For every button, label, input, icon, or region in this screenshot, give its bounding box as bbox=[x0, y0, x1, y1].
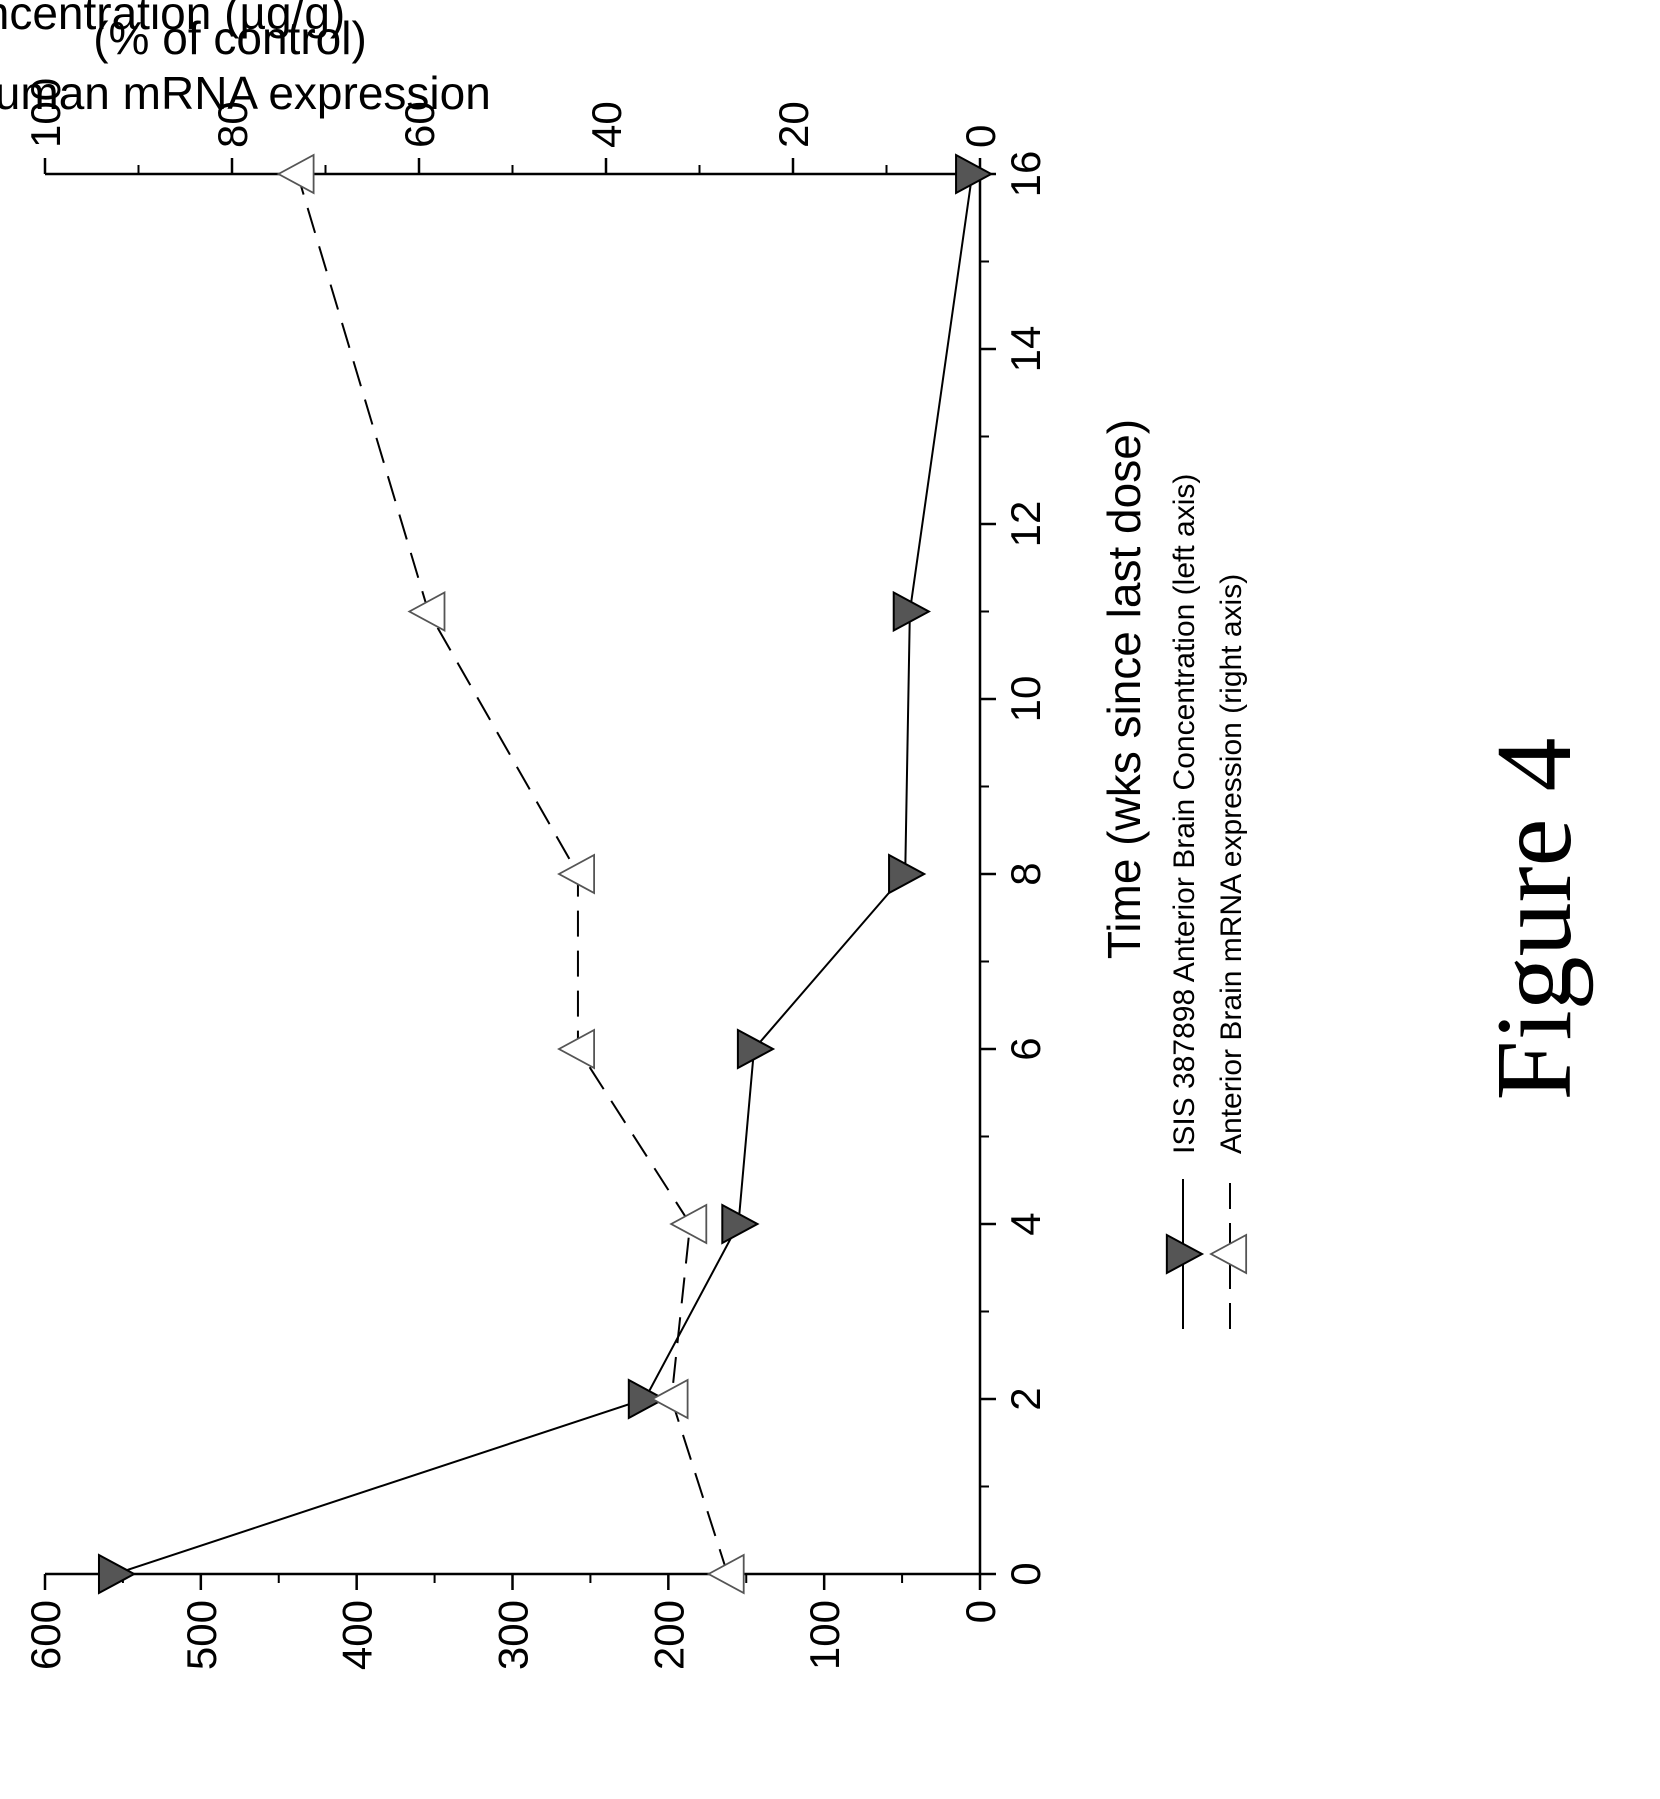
right-y-tick-label: 80 bbox=[209, 101, 256, 148]
x-tick-label: 8 bbox=[1002, 862, 1049, 885]
legend-marker-2 bbox=[1209, 1233, 1248, 1275]
series-2-point bbox=[557, 853, 595, 895]
x-tick-label: 10 bbox=[1002, 676, 1049, 723]
right-y-axis-title-line1: human mRNA expression bbox=[0, 67, 491, 119]
x-tick-label: 2 bbox=[1002, 1387, 1049, 1410]
series-1-point bbox=[888, 853, 927, 895]
right-y-tick-label: 100 bbox=[22, 78, 69, 148]
x-tick-label: 12 bbox=[1002, 501, 1049, 548]
legend-label-1: ISIS 387898 Anterior Brain Concentration… bbox=[1168, 474, 1201, 1154]
series-2-point bbox=[706, 1553, 745, 1595]
series-1-point bbox=[97, 1553, 137, 1595]
left-y-tick-label: 100 bbox=[801, 1600, 848, 1670]
x-tick-label: 6 bbox=[1002, 1037, 1049, 1060]
left-y-tick-label: 500 bbox=[178, 1600, 225, 1670]
legend-label-2: Anterior Brain mRNA expression (right ax… bbox=[1215, 574, 1248, 1154]
series-1-point bbox=[721, 1203, 760, 1245]
left-y-tick-label: 400 bbox=[334, 1600, 381, 1670]
x-tick-label: 4 bbox=[1002, 1212, 1049, 1235]
right-y-tick-label: 40 bbox=[583, 101, 630, 148]
right-y-axis-title-line2: (% of control) bbox=[93, 12, 367, 64]
right-y-tick-label: 20 bbox=[770, 101, 817, 148]
series-1-line bbox=[114, 173, 974, 1575]
x-axis-title: Time (wks since last dose) bbox=[1098, 419, 1150, 959]
series-1-point bbox=[736, 1028, 776, 1070]
left-y-tick-label: 0 bbox=[957, 1600, 1004, 1623]
legend: ISIS 387898 Anterior Brain Concentration… bbox=[1165, 474, 1248, 1329]
x-tick-label: 14 bbox=[1002, 326, 1049, 373]
series-2-point bbox=[669, 1203, 708, 1245]
left-y-tick-label: 600 bbox=[22, 1600, 69, 1670]
left-y-tick-label: 200 bbox=[645, 1600, 692, 1670]
series-2-point bbox=[407, 590, 446, 633]
left-y-axis-title: Brain Concentration (µg/g) bbox=[0, 0, 345, 39]
x-tick-label: 16 bbox=[1002, 151, 1049, 198]
figure-label: Figure 4 bbox=[1475, 738, 1594, 1101]
series-1-point bbox=[892, 590, 931, 633]
series-2-point bbox=[650, 1378, 689, 1420]
left-y-tick-label: 300 bbox=[490, 1600, 537, 1670]
legend-marker-1 bbox=[1165, 1233, 1205, 1275]
x-tick-label: 0 bbox=[1002, 1562, 1049, 1585]
series-2-point bbox=[557, 1028, 595, 1070]
series-2-point bbox=[276, 153, 315, 195]
series-1-point bbox=[955, 153, 994, 195]
axes-layer: 0 2 4 6 8 10 12 14 16 0 100 200 300 400 500 600 0 20 40 60 8… bbox=[22, 78, 1049, 1670]
right-y-tick-label: 0 bbox=[957, 125, 1004, 148]
series-layer bbox=[97, 153, 994, 1595]
series-1-point bbox=[627, 1378, 667, 1420]
right-y-tick-label: 60 bbox=[396, 101, 443, 148]
